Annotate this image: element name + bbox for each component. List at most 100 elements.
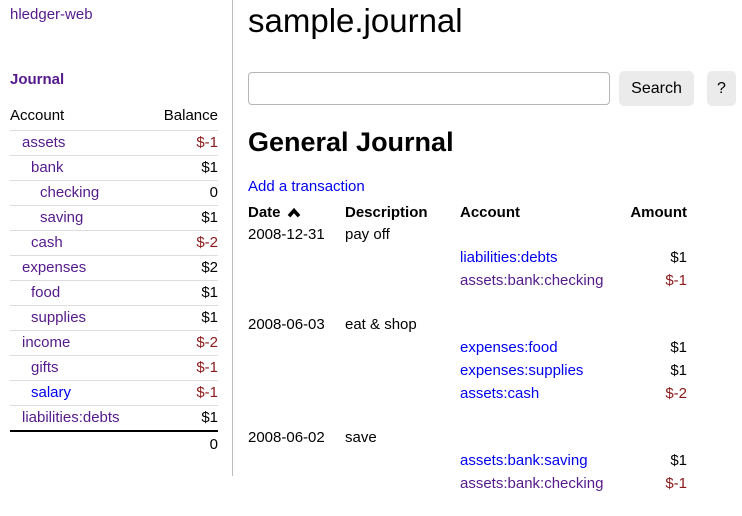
- gap-cell: [248, 495, 687, 516]
- add-transaction-link[interactable]: Add a transaction: [248, 178, 365, 195]
- sidebar-journal-link[interactable]: Journal: [10, 71, 65, 88]
- sidebar-account-link[interactable]: expenses: [22, 259, 87, 276]
- transaction-description: save: [345, 429, 377, 446]
- posting-account-link[interactable]: assets:bank:checking: [460, 272, 604, 289]
- search-input[interactable]: [248, 72, 610, 105]
- posting-row: liabilities:debts $1: [248, 246, 687, 269]
- posting-account-cell: expenses:food: [460, 336, 627, 359]
- empty-cell: [460, 313, 627, 336]
- transaction-gap: [248, 405, 687, 426]
- help-button[interactable]: ?: [707, 71, 736, 106]
- empty-cell: [345, 382, 460, 405]
- empty-cell: [345, 472, 460, 495]
- account-column-header: Account: [10, 107, 65, 124]
- sidebar-account-link[interactable]: supplies: [31, 309, 87, 326]
- posting-row: assets:bank:checking $-1: [248, 472, 687, 495]
- search-bar: Search ?: [248, 71, 736, 106]
- account-balance: $-2: [196, 234, 218, 251]
- account-balance: $2: [201, 259, 218, 276]
- posting-account-cell: assets:bank:checking: [460, 472, 627, 495]
- empty-cell: [460, 223, 627, 246]
- posting-account-link[interactable]: assets:bank:checking: [460, 475, 604, 492]
- posting-account-link[interactable]: assets:cash: [460, 385, 540, 402]
- posting-amount: $-1: [665, 475, 687, 492]
- posting-row: assets:bank:saving $1: [248, 449, 687, 472]
- accounts-total-value: 0: [209, 436, 218, 453]
- account-row: checking 0: [10, 180, 218, 206]
- account-name-cell: supplies: [10, 306, 149, 331]
- posting-account-link[interactable]: expenses:supplies: [460, 362, 584, 379]
- account-name-cell: income: [10, 331, 149, 356]
- account-name-cell: salary: [10, 381, 149, 406]
- account-name-cell: expenses: [10, 256, 149, 281]
- empty-cell: [345, 269, 460, 292]
- posting-account-cell: liabilities:debts: [460, 246, 627, 269]
- section-title: General Journal: [248, 127, 454, 157]
- account-row: saving $1: [10, 205, 218, 231]
- posting-account-link[interactable]: liabilities:debts: [460, 249, 558, 266]
- account-row: income $-2: [10, 330, 218, 356]
- sidebar-account-link[interactable]: gifts: [31, 359, 59, 376]
- account-row: food $1: [10, 280, 218, 306]
- accounts-header-row: Account Balance: [10, 104, 218, 131]
- account-balance: $-1: [196, 359, 218, 376]
- account-balance: $1: [201, 284, 218, 301]
- transaction-description: eat & shop: [345, 316, 417, 333]
- sidebar-account-link[interactable]: bank: [31, 159, 64, 176]
- accounts-total-row: 0: [10, 431, 218, 458]
- posting-amount: $1: [670, 452, 687, 469]
- posting-amount: $1: [670, 362, 687, 379]
- transaction-row: 2008-06-02 save: [248, 426, 687, 449]
- sidebar-account-link[interactable]: food: [31, 284, 61, 301]
- sidebar-account-link[interactable]: income: [22, 334, 71, 351]
- sidebar-account-link[interactable]: salary: [31, 384, 72, 401]
- search-button[interactable]: Search: [619, 71, 694, 106]
- posting-row: assets:bank:checking $-1: [248, 269, 687, 292]
- sidebar-account-link[interactable]: assets: [22, 134, 66, 151]
- sidebar: hledger-web Journal Account Balance asse…: [0, 0, 233, 476]
- account-balance: $1: [201, 209, 218, 226]
- app-title-link[interactable]: hledger-web: [10, 6, 93, 23]
- account-row: gifts $-1: [10, 355, 218, 381]
- empty-cell: [345, 359, 460, 382]
- date-column-header[interactable]: Date: [248, 202, 345, 223]
- description-column-header: Description: [345, 204, 428, 221]
- transaction-description: pay off: [345, 226, 390, 243]
- posting-row: assets:cash $-2: [248, 382, 687, 405]
- balance-column-header: Balance: [163, 107, 218, 124]
- total-spacer: [10, 431, 149, 458]
- empty-cell: [248, 382, 345, 405]
- empty-cell: [248, 472, 345, 495]
- account-balance: $1: [201, 309, 218, 326]
- gap-cell: [248, 292, 687, 313]
- account-name-cell: checking: [10, 181, 149, 206]
- empty-cell: [345, 336, 460, 359]
- account-row: salary $-1: [10, 380, 218, 406]
- sidebar-account-link[interactable]: checking: [40, 184, 100, 201]
- posting-account-link[interactable]: expenses:food: [460, 339, 558, 356]
- account-name-cell: cash: [10, 231, 149, 256]
- sidebar-account-link[interactable]: liabilities:debts: [22, 409, 120, 426]
- journal-header-row: Date Description Account Amount: [248, 202, 687, 223]
- gap-cell: [248, 405, 687, 426]
- posting-account-link[interactable]: assets:bank:saving: [460, 452, 588, 469]
- account-balance: $-2: [196, 334, 218, 351]
- account-name-cell: food: [10, 281, 149, 306]
- journal-tbody: 2008-12-31 pay off liabilities:debts $1 asse…: [248, 223, 687, 516]
- empty-cell: [345, 246, 460, 269]
- empty-cell: [248, 359, 345, 382]
- sidebar-account-link[interactable]: saving: [40, 209, 84, 226]
- transaction-date: 2008-12-31: [248, 226, 325, 243]
- empty-cell: [627, 426, 687, 449]
- account-name-cell: saving: [10, 206, 149, 231]
- account-name-cell: liabilities:debts: [10, 406, 149, 432]
- transaction-row: 2008-06-03 eat & shop: [248, 313, 687, 336]
- posting-amount: $1: [670, 249, 687, 266]
- posting-amount: $-2: [665, 385, 687, 402]
- account-row: expenses $2: [10, 255, 218, 281]
- accounts-table: Account Balance assets $-1 bank $1 checking 0…: [10, 104, 218, 458]
- page-title: sample.journal: [248, 2, 463, 39]
- sidebar-account-link[interactable]: cash: [31, 234, 63, 251]
- empty-cell: [345, 449, 460, 472]
- empty-cell: [248, 269, 345, 292]
